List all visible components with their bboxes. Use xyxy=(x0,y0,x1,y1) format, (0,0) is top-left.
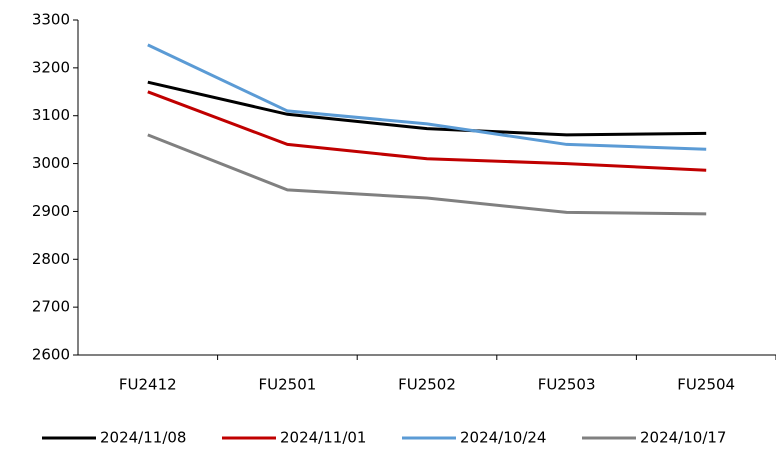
y-tick-label: 2700 xyxy=(32,298,70,316)
series-line xyxy=(147,43,707,151)
x-tick-label: FU2502 xyxy=(398,376,456,394)
x-tick-label: FU2503 xyxy=(538,376,596,394)
x-tick-label: FU2412 xyxy=(119,376,177,394)
series-line xyxy=(147,133,707,216)
series-line xyxy=(147,80,707,137)
y-tick-label: 3300 xyxy=(32,11,70,29)
x-tick-label: FU2504 xyxy=(677,376,735,394)
x-tick-label: FU2501 xyxy=(259,376,317,394)
legend-label: 2024/11/01 xyxy=(280,429,366,447)
y-tick-label: 3000 xyxy=(32,154,70,172)
y-tick-label: 3100 xyxy=(32,106,70,124)
series-line xyxy=(147,90,707,172)
legend-label: 2024/10/17 xyxy=(640,429,726,447)
y-tick-label: 2900 xyxy=(32,202,70,220)
y-tick-label: 2600 xyxy=(32,346,70,364)
y-tick-label: 3200 xyxy=(32,58,70,76)
y-tick-label: 2800 xyxy=(32,250,70,268)
legend-label: 2024/11/08 xyxy=(100,429,186,447)
legend-label: 2024/10/24 xyxy=(460,429,546,447)
